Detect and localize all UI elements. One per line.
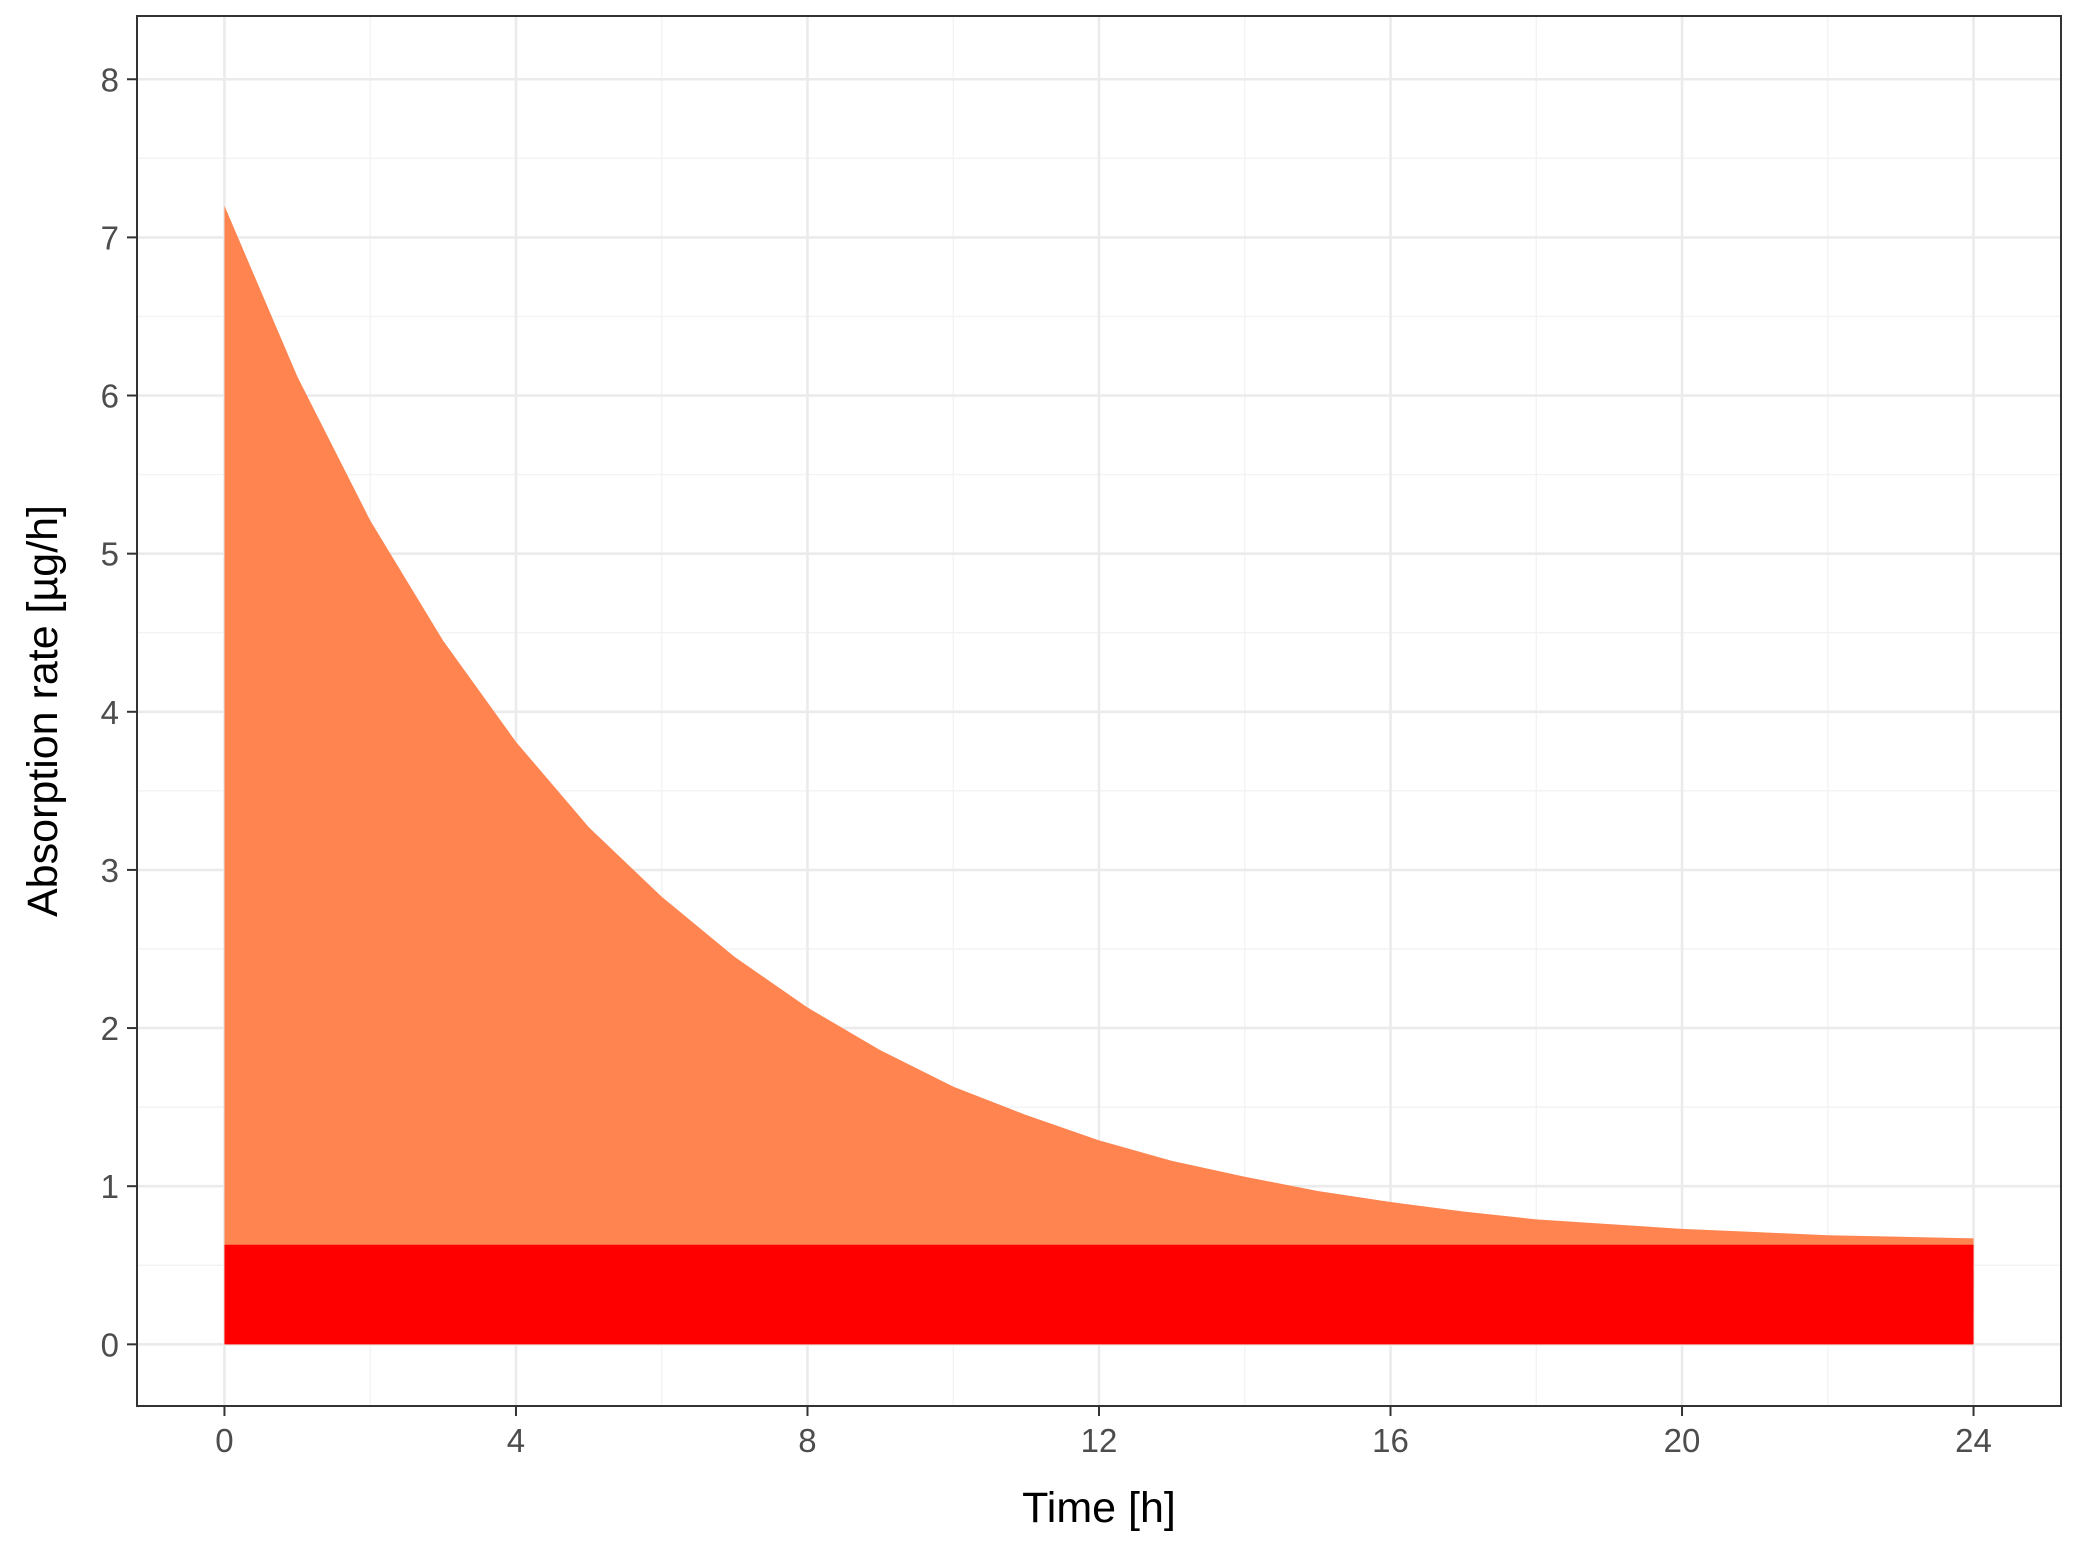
y-tick-label: 5: [101, 536, 119, 573]
y-tick-label: 8: [101, 61, 119, 98]
y-tick-label: 4: [101, 694, 119, 731]
x-axis-title: Time [h]: [1022, 1484, 1176, 1532]
x-tick-label: 12: [1081, 1422, 1118, 1459]
y-axis: 0 1 2 3 4 5 6 7 8: [101, 61, 137, 1363]
x-tick-label: 0: [215, 1422, 233, 1459]
y-axis-title: Absorption rate [µg/h]: [19, 505, 67, 917]
y-tick-label: 7: [101, 219, 119, 256]
y-tick-label: 1: [101, 1168, 119, 1205]
x-tick-label: 4: [507, 1422, 525, 1459]
x-tick-label: 8: [798, 1422, 816, 1459]
y-tick-label: 3: [101, 852, 119, 889]
x-axis: 0 4 8 12 16 20 24: [215, 1406, 1992, 1459]
area-series-2: [224, 1244, 1974, 1345]
x-tick-label: 16: [1372, 1422, 1409, 1459]
y-tick-label: 6: [101, 378, 119, 415]
y-tick-label: 2: [101, 1010, 119, 1047]
y-tick-label: 0: [101, 1326, 119, 1363]
x-tick-label: 24: [1955, 1422, 1992, 1459]
data-areas: [224, 205, 1974, 1345]
area-series-1: [224, 205, 1974, 1345]
x-tick-label: 20: [1664, 1422, 1701, 1459]
